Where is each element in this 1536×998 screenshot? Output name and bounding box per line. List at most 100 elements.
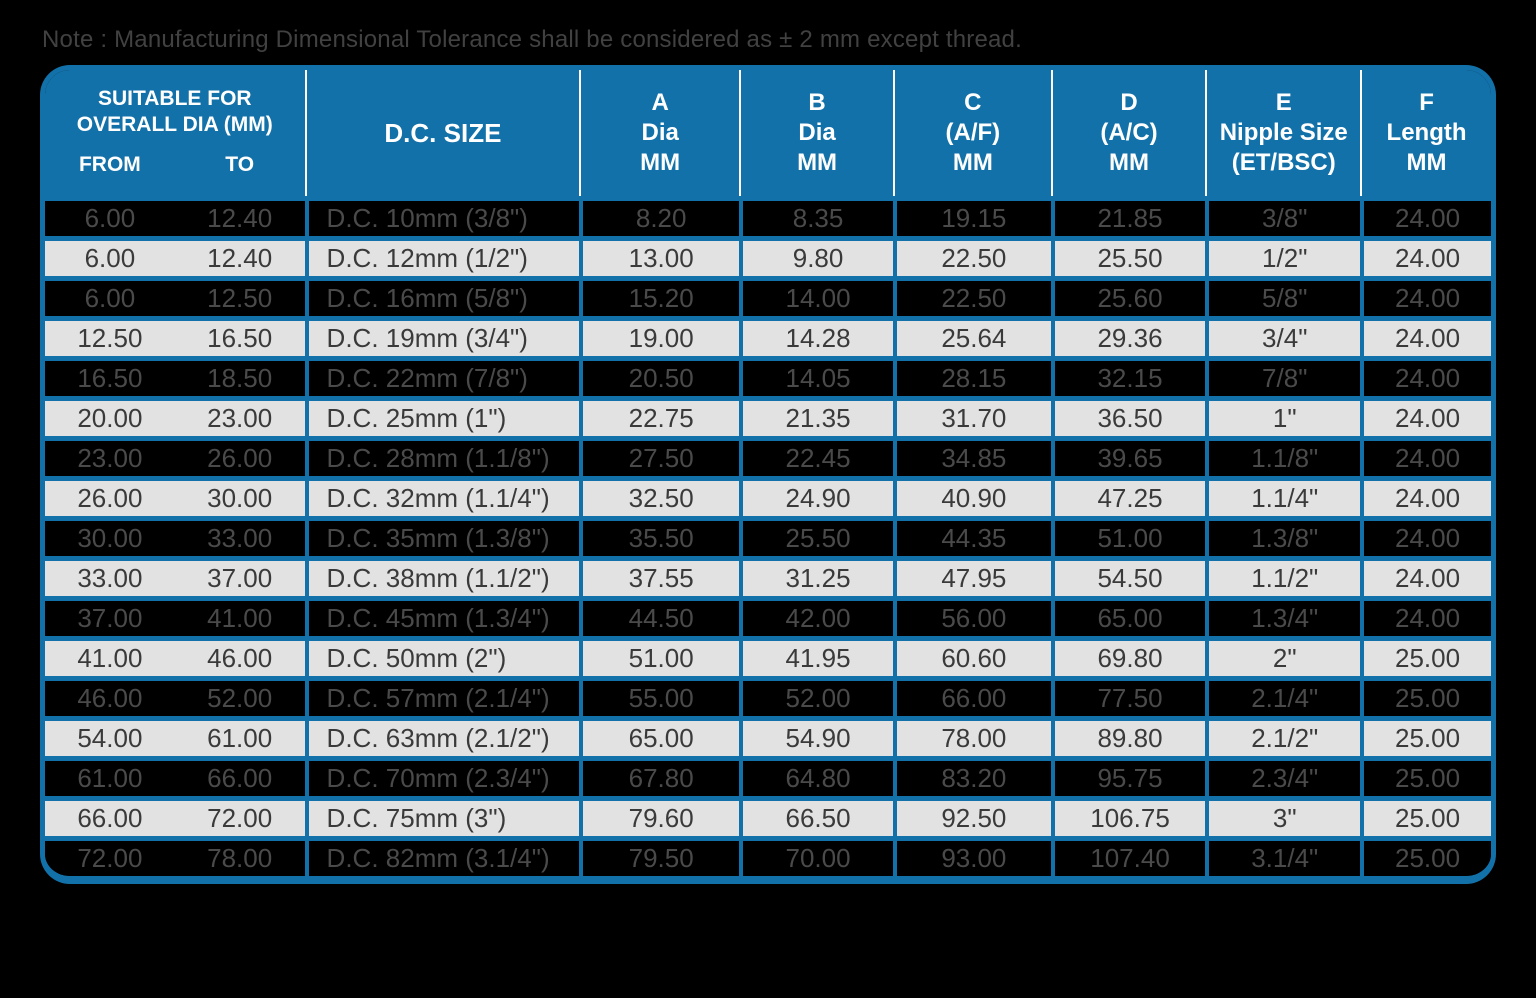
header-b-line3: MM	[797, 149, 838, 176]
cell-nipple-size: 1.3/4"	[1205, 601, 1360, 636]
header-c-line1: C	[964, 89, 982, 116]
cell-nipple-size: 2.1/2"	[1205, 721, 1360, 756]
cell-to: 61.00	[207, 723, 273, 753]
header-c-line3: MM	[952, 149, 993, 176]
cell-a-dia: 51.00	[579, 641, 739, 676]
cell-d-ac: 25.50	[1050, 241, 1206, 276]
table-row: 54.00 61.00 D.C. 63mm (2.1/2") 65.00 54.…	[45, 716, 1491, 756]
cell-from: 66.00	[77, 803, 143, 833]
cell-b-dia: 41.95	[739, 641, 893, 676]
cell-d-ac: 32.15	[1050, 361, 1206, 396]
table-row: 33.00 37.00 D.C. 38mm (1.1/2") 37.55 31.…	[45, 556, 1491, 596]
header-from-label: FROM	[78, 153, 141, 176]
cell-length: 24.00	[1360, 241, 1491, 276]
table-row: 46.00 52.00 D.C. 57mm (2.1/4") 55.00 52.…	[45, 676, 1491, 716]
cell-c-af: 83.20	[893, 761, 1051, 796]
cell-d-ac: 39.65	[1050, 441, 1206, 476]
cell-a-dia: 79.50	[579, 841, 739, 876]
cell-from: 37.00	[77, 603, 143, 633]
cell-from-to: 12.50 16.50	[45, 321, 305, 356]
cell-c-af: 93.00	[893, 841, 1051, 876]
cell-nipple-size: 1.3/8"	[1205, 521, 1360, 556]
cell-from-to: 72.00 78.00	[45, 841, 305, 876]
cell-a-dia: 15.20	[579, 281, 739, 316]
cell-from: 6.00	[84, 243, 136, 273]
cell-length: 24.00	[1360, 521, 1491, 556]
cell-to: 16.50	[207, 323, 273, 353]
cell-dc-size: D.C. 10mm (3/8")	[304, 201, 580, 236]
header-suitable-for: SUITABLE FOR OVERALL DIA (MM) FROM TO	[45, 70, 305, 196]
cell-c-af: 47.95	[893, 561, 1051, 596]
cell-nipple-size: 1.1/8"	[1205, 441, 1360, 476]
cell-length: 24.00	[1360, 321, 1491, 356]
table-row: 20.00 23.00 D.C. 25mm (1") 22.75 21.35 3…	[45, 396, 1491, 436]
header-d-line2: (A/C)	[1100, 119, 1158, 146]
cell-nipple-size: 3.1/4"	[1205, 841, 1360, 876]
cell-from-to: 41.00 46.00	[45, 641, 305, 676]
cell-to: 12.50	[207, 283, 273, 313]
cell-dc-size: D.C. 28mm (1.1/8")	[304, 441, 580, 476]
cell-from: 30.00	[77, 523, 143, 553]
cell-c-af: 92.50	[893, 801, 1051, 836]
cell-from: 12.50	[77, 323, 143, 353]
cell-nipple-size: 1.1/2"	[1205, 561, 1360, 596]
cell-d-ac: 54.50	[1050, 561, 1206, 596]
header-a-line2: Dia	[641, 119, 679, 146]
cell-c-af: 28.15	[893, 361, 1051, 396]
cell-b-dia: 14.28	[739, 321, 893, 356]
cell-nipple-size: 3/4"	[1205, 321, 1360, 356]
cell-to: 52.00	[207, 683, 273, 713]
cell-dc-size: D.C. 25mm (1")	[304, 401, 580, 436]
cell-length: 24.00	[1360, 201, 1491, 236]
cell-from-to: 54.00 61.00	[45, 721, 305, 756]
cell-a-dia: 79.60	[579, 801, 739, 836]
table-row: 72.00 78.00 D.C. 82mm (3.1/4") 79.50 70.…	[45, 836, 1491, 876]
header-to-label: TO	[225, 153, 255, 176]
cell-dc-size: D.C. 35mm (1.3/8")	[304, 521, 580, 556]
table-row: 16.50 18.50 D.C. 22mm (7/8") 20.50 14.05…	[45, 356, 1491, 396]
cell-b-dia: 22.45	[739, 441, 893, 476]
cell-from-to: 20.00 23.00	[45, 401, 305, 436]
table-row: 6.00 12.40 D.C. 10mm (3/8") 8.20 8.35 19…	[45, 196, 1491, 236]
table-row: 37.00 41.00 D.C. 45mm (1.3/4") 44.50 42.…	[45, 596, 1491, 636]
table-row: 26.00 30.00 D.C. 32mm (1.1/4") 32.50 24.…	[45, 476, 1491, 516]
cell-nipple-size: 2.3/4"	[1205, 761, 1360, 796]
table-row: 61.00 66.00 D.C. 70mm (2.3/4") 67.80 64.…	[45, 756, 1491, 796]
cell-b-dia: 14.00	[739, 281, 893, 316]
cell-b-dia: 25.50	[739, 521, 893, 556]
cell-from-to: 37.00 41.00	[45, 601, 305, 636]
dimension-table: SUITABLE FOR OVERALL DIA (MM) FROM TO D.…	[40, 65, 1496, 884]
cell-length: 24.00	[1360, 601, 1491, 636]
header-a-line1: A	[651, 89, 669, 116]
cell-c-af: 78.00	[893, 721, 1051, 756]
cell-from: 54.00	[77, 723, 143, 753]
cell-nipple-size: 1/2"	[1205, 241, 1360, 276]
header-d-line1: D	[1120, 89, 1138, 116]
cell-from: 6.00	[84, 283, 136, 313]
cell-to: 18.50	[207, 363, 273, 393]
cell-d-ac: 36.50	[1050, 401, 1206, 436]
cell-c-af: 60.60	[893, 641, 1051, 676]
cell-length: 25.00	[1360, 721, 1491, 756]
cell-c-af: 31.70	[893, 401, 1051, 436]
cell-c-af: 19.15	[893, 201, 1051, 236]
tolerance-note: Note : Manufacturing Dimensional Toleran…	[42, 26, 1022, 53]
cell-from: 61.00	[77, 763, 143, 793]
cell-a-dia: 8.20	[579, 201, 739, 236]
cell-a-dia: 35.50	[579, 521, 739, 556]
cell-d-ac: 21.85	[1050, 201, 1206, 236]
cell-nipple-size: 3"	[1205, 801, 1360, 836]
cell-from-to: 6.00 12.40	[45, 241, 305, 276]
header-a-line3: MM	[640, 149, 681, 176]
cell-b-dia: 9.80	[739, 241, 893, 276]
cell-a-dia: 27.50	[579, 441, 739, 476]
header-e-line1: E	[1275, 89, 1292, 116]
table-body: 6.00 12.40 D.C. 10mm (3/8") 8.20 8.35 19…	[45, 196, 1491, 876]
cell-from-to: 61.00 66.00	[45, 761, 305, 796]
table-row: 6.00 12.40 D.C. 12mm (1/2") 13.00 9.80 2…	[45, 236, 1491, 276]
cell-from: 72.00	[77, 843, 143, 873]
header-e-line3: (ET/BSC)	[1231, 149, 1336, 176]
cell-b-dia: 54.90	[739, 721, 893, 756]
header-from-to: FROM TO	[45, 150, 305, 180]
cell-a-dia: 65.00	[579, 721, 739, 756]
